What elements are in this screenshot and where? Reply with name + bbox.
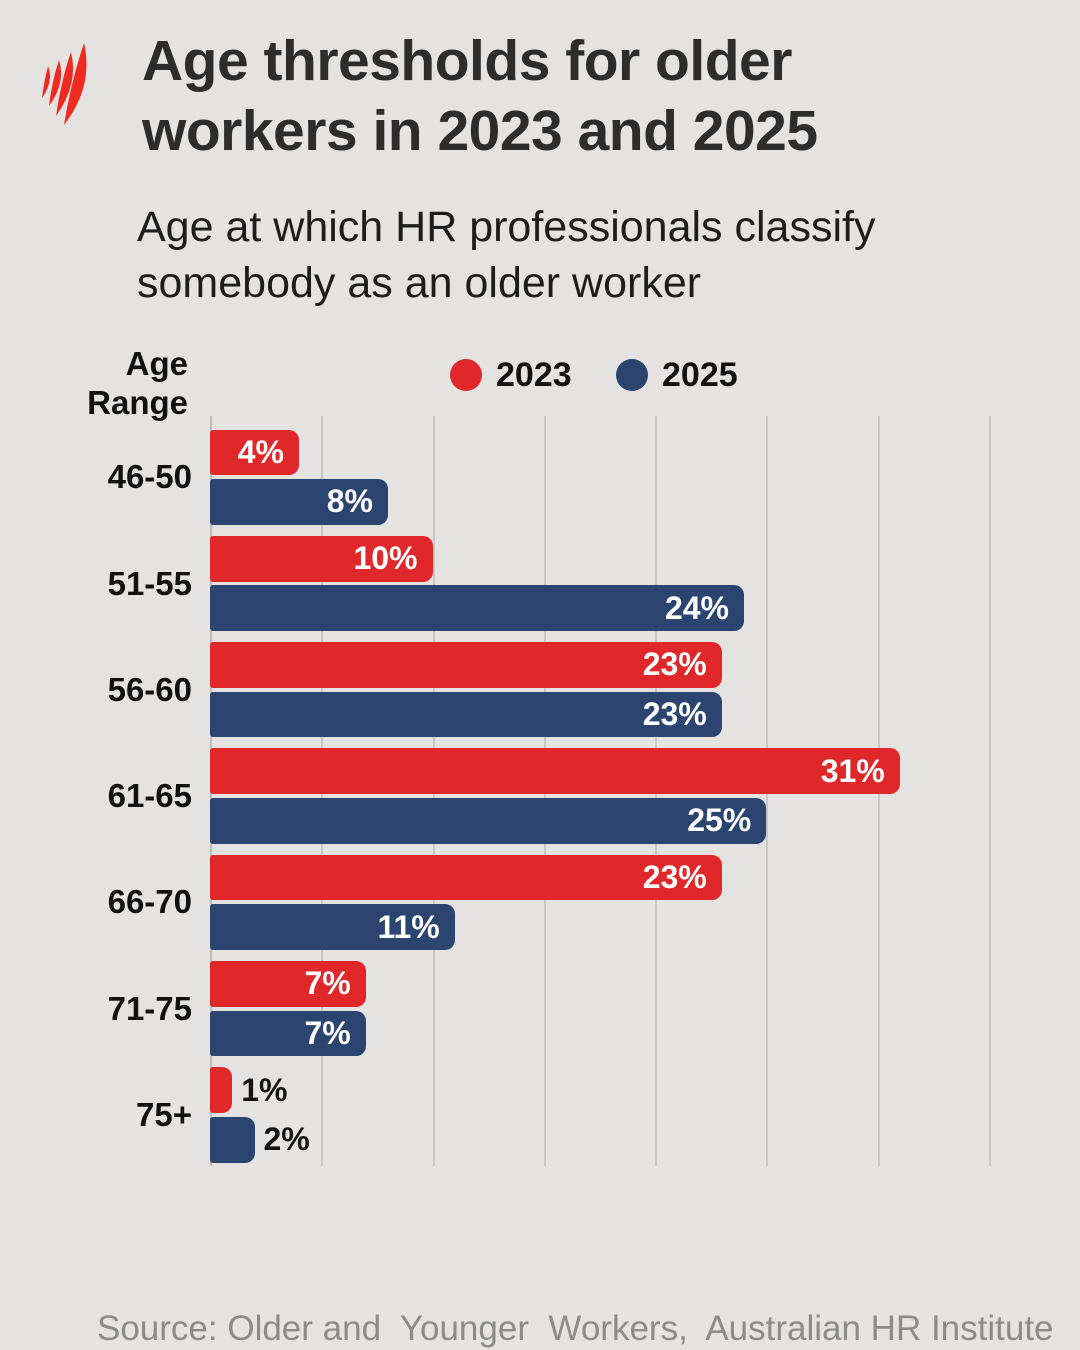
bar-2025-66-70: 11% xyxy=(210,904,455,951)
bar-value-label: 24% xyxy=(664,589,729,626)
chart-title: Age thresholds for older workers in 2023… xyxy=(142,26,818,166)
bar-2023-71-75: 7% xyxy=(210,961,366,1007)
gridline-35 xyxy=(988,416,991,1166)
category-label-56-60: 56-60 xyxy=(107,670,192,708)
chart-title-line1: Age thresholds for older xyxy=(142,29,792,93)
bar-2023-56-60: 23% xyxy=(210,642,722,688)
bar-2023-61-65: 31% xyxy=(210,748,900,795)
bar-2025-75+ xyxy=(210,1116,255,1163)
category-label-61-65: 61-65 xyxy=(107,777,192,815)
bar-value-label: 8% xyxy=(326,483,373,520)
chart-title-line2: workers in 2023 and 2025 xyxy=(142,99,818,163)
legend-swatch-2023 xyxy=(450,359,482,391)
y-axis-title-line2: Range xyxy=(87,384,188,421)
category-label-75+: 75+ xyxy=(136,1096,192,1133)
bar-value-label: 23% xyxy=(642,696,707,733)
bar-2023-46-50: 4% xyxy=(210,429,299,476)
category-label-51-55: 51-55 xyxy=(107,564,192,602)
bar-2025-46-50: 8% xyxy=(210,479,388,525)
legend-label-2023: 2023 xyxy=(496,356,572,394)
bar-2023-75+ xyxy=(210,1067,233,1114)
sbs-logo-icon xyxy=(42,43,87,125)
bar-2023-51-55: 10% xyxy=(210,535,433,582)
source-note-line1: Source: Older and Younger Workers, Austr… xyxy=(97,1309,1054,1348)
chart-subtitle-line1: Age at which HR professionals classify xyxy=(137,203,876,251)
bar-value-label: 7% xyxy=(304,965,351,1002)
bar-value-label: 7% xyxy=(304,1014,351,1051)
legend-label-2025: 2025 xyxy=(662,356,738,394)
chart-subtitle-line2: somebody as an older worker xyxy=(137,259,702,307)
bar-value-label: 1% xyxy=(241,1071,288,1108)
bar-2025-71-75: 7% xyxy=(210,1010,366,1057)
bar-2023-66-70: 23% xyxy=(210,854,722,901)
bar-value-label: 2% xyxy=(263,1121,310,1158)
category-label-71-75: 71-75 xyxy=(107,989,192,1027)
bar-value-label: 23% xyxy=(642,859,707,896)
bar-value-label: 4% xyxy=(237,433,284,470)
category-label-66-70: 66-70 xyxy=(107,883,192,921)
bar-2025-61-65: 25% xyxy=(210,798,767,844)
bar-value-label: 11% xyxy=(377,908,440,945)
bar-value-label: 31% xyxy=(820,752,885,789)
y-axis-title: Age Range xyxy=(40,344,188,422)
bar-2025-56-60: 23% xyxy=(210,691,722,738)
chart-subtitle: Age at which HR professionals classify s… xyxy=(137,199,875,311)
bar-2025-51-55: 24% xyxy=(210,585,744,632)
bar-value-label: 23% xyxy=(642,646,707,683)
category-label-46-50: 46-50 xyxy=(107,458,192,496)
source-note: Source: Older and Younger Workers, Austr… xyxy=(97,1209,1054,1350)
y-axis-title-line1: Age xyxy=(125,345,188,382)
legend-swatch-2025 xyxy=(616,359,648,391)
bar-value-label: 25% xyxy=(687,802,752,839)
bar-value-label: 10% xyxy=(353,540,418,577)
